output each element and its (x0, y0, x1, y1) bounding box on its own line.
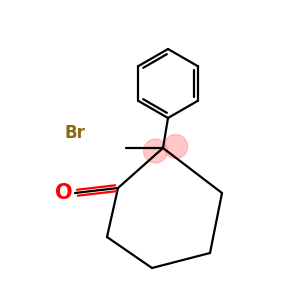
Text: O: O (55, 183, 72, 203)
Circle shape (164, 134, 188, 158)
Circle shape (143, 139, 167, 163)
Text: Br: Br (64, 124, 85, 142)
